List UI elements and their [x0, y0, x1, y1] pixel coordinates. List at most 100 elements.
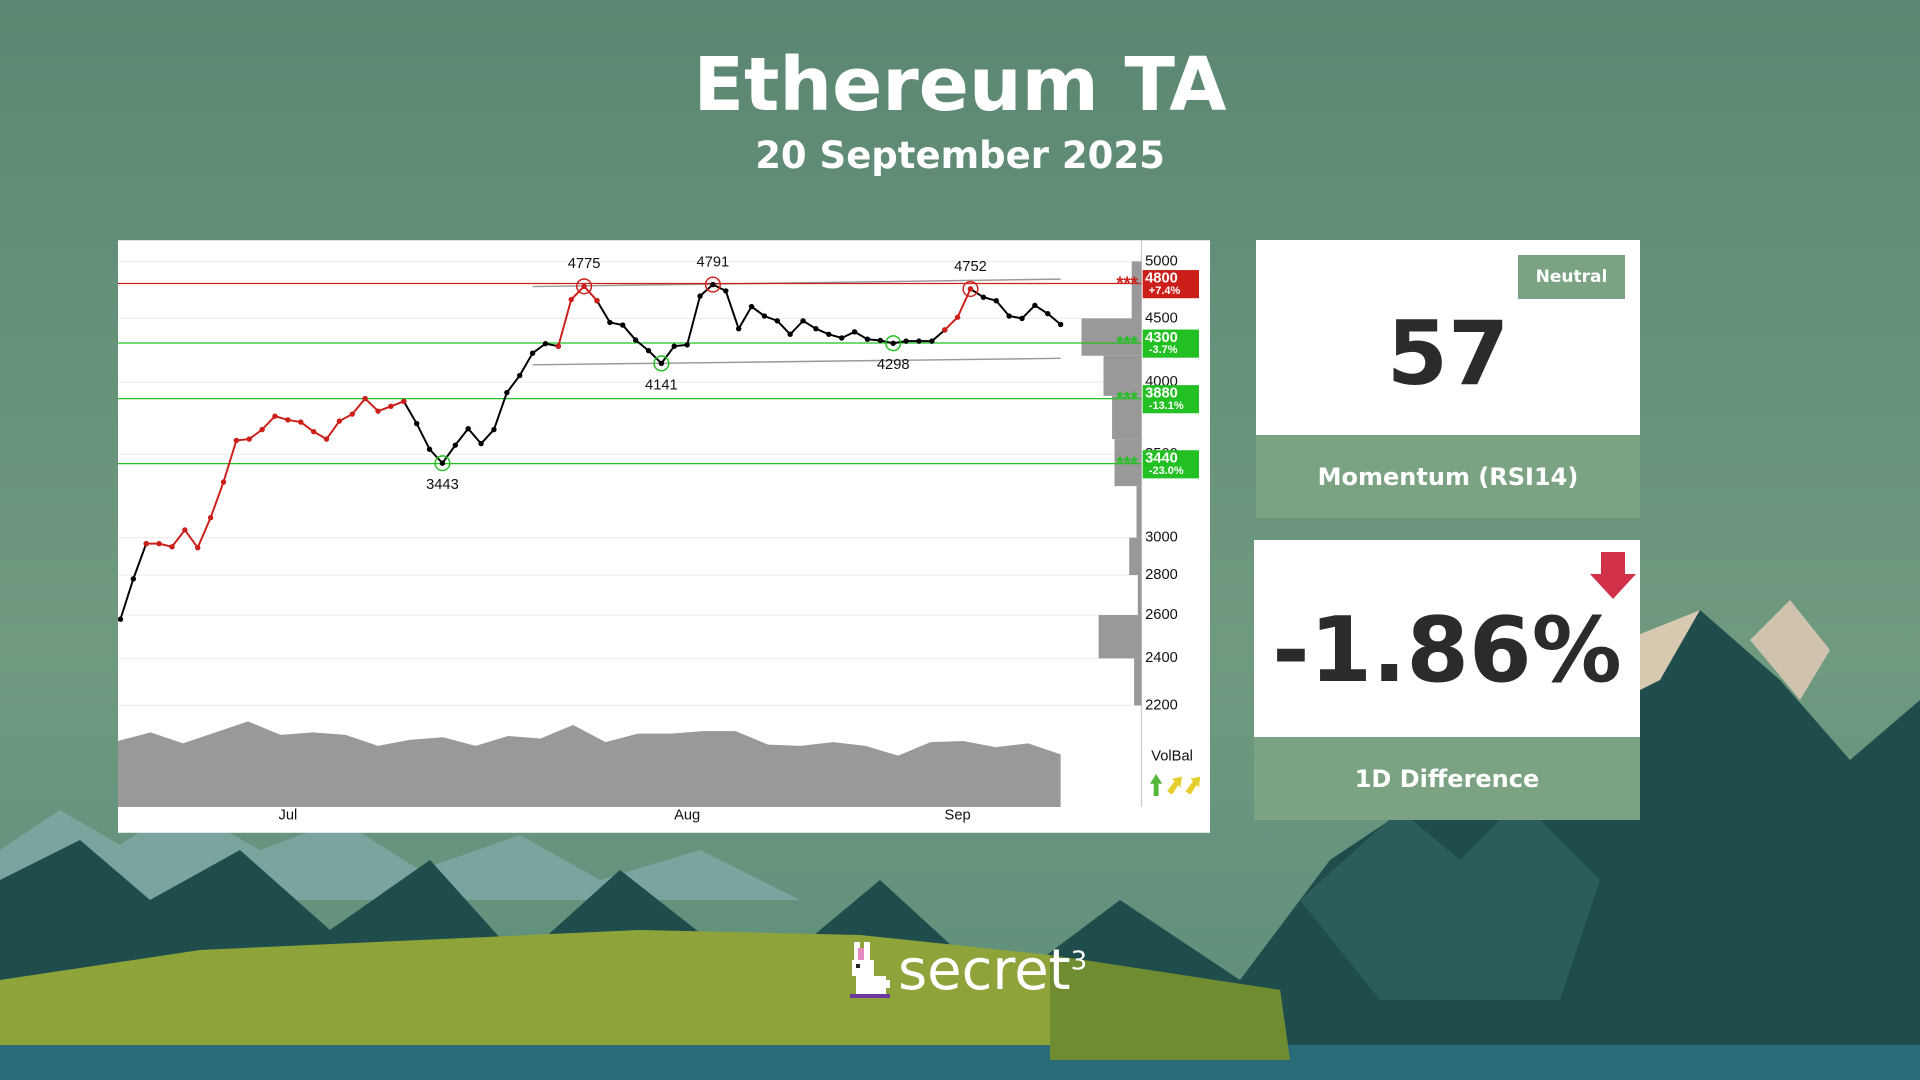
level-change: -23.0%	[1149, 465, 1184, 477]
price-point	[645, 347, 652, 354]
volume-profile-bar	[1129, 537, 1142, 575]
difference-value: -1.86%	[1272, 598, 1622, 703]
price-point	[954, 314, 961, 320]
extreme-marker	[653, 355, 670, 372]
price-point	[310, 428, 317, 435]
price-point	[246, 436, 252, 442]
level-marker: ***	[1116, 388, 1138, 409]
value-label: 4752	[954, 259, 987, 275]
extreme-marker	[962, 280, 979, 298]
price-point	[336, 418, 343, 424]
price-point	[182, 527, 188, 533]
extreme-marker	[704, 276, 721, 293]
x-tick-label: Sep	[945, 807, 971, 823]
price-point	[839, 335, 845, 341]
y-tick-label: 2800	[1145, 567, 1178, 583]
price-point	[413, 420, 420, 427]
price-point	[1057, 321, 1064, 328]
title: Ethereum TA	[693, 42, 1227, 128]
y-tick-label: 4500	[1145, 310, 1178, 326]
volume-profile-bar	[1134, 658, 1142, 706]
price-point	[1032, 302, 1038, 309]
plot-area: 220024002600280030003500400045005000JulA…	[118, 240, 1199, 823]
price-point	[362, 395, 368, 402]
price-point	[1019, 315, 1025, 322]
y-tick-label: 5000	[1145, 253, 1178, 269]
price-point	[774, 318, 780, 324]
volume-profile-bar	[1081, 318, 1142, 356]
badge: Neutral	[1518, 255, 1625, 299]
price-point	[555, 343, 562, 349]
volbal-icons	[1150, 773, 1201, 797]
x-tick-label: Jul	[278, 807, 297, 823]
chart: 220024002600280030003500400045005000JulA…	[118, 240, 1210, 833]
extreme-marker	[576, 278, 593, 295]
price-point	[169, 544, 175, 550]
price-point	[632, 337, 639, 343]
level-marker: ***	[1116, 273, 1138, 294]
price-point	[581, 283, 587, 290]
rsi-value: 57	[1386, 302, 1510, 405]
price-point	[658, 360, 665, 367]
price-point	[697, 293, 703, 299]
trendline	[532, 278, 1061, 288]
level-box	[1142, 450, 1199, 479]
price-point	[143, 540, 149, 547]
price-point	[748, 303, 755, 310]
price-point	[967, 286, 974, 292]
extreme-marker	[885, 335, 902, 352]
value-label: 4775	[568, 256, 601, 272]
price-point	[851, 329, 858, 335]
price-point	[401, 398, 407, 405]
y-tick-label: 2400	[1145, 650, 1178, 666]
price-point	[877, 337, 884, 344]
volbal-label: VolBal	[1151, 749, 1193, 765]
price-point	[529, 350, 536, 356]
price-point	[207, 514, 214, 521]
price-point	[800, 318, 806, 324]
price-point	[1006, 313, 1012, 319]
level-change: -13.1%	[1149, 400, 1184, 412]
price-point	[259, 426, 265, 433]
price-point	[980, 294, 987, 300]
momentum-card: Neutral 57	[1256, 240, 1640, 436]
price-point	[903, 338, 909, 344]
volume-profile-bar	[1136, 486, 1142, 538]
price-point	[916, 338, 922, 344]
logo-name: secret	[898, 938, 1071, 1003]
price-point	[220, 479, 227, 485]
price-point	[452, 442, 459, 448]
price-point	[787, 331, 793, 337]
volume-profile-bar	[1103, 355, 1142, 396]
price-point	[298, 419, 304, 425]
level-box	[1142, 385, 1199, 414]
price-point	[684, 342, 690, 348]
price-point	[864, 336, 871, 342]
price-point	[285, 417, 291, 423]
level-value: 3440	[1145, 451, 1178, 467]
price-point	[993, 297, 999, 304]
difference-card: -1.86%	[1254, 540, 1640, 738]
price-point	[130, 576, 137, 582]
price-point	[118, 616, 124, 622]
price-point	[723, 288, 729, 294]
price-point	[929, 338, 935, 344]
price-point	[890, 340, 896, 346]
volbal-area	[118, 721, 1061, 808]
price-point	[813, 326, 819, 332]
volume-profile-bar	[1112, 395, 1142, 440]
volume-profile-bar	[1131, 261, 1142, 319]
price-point	[671, 343, 677, 349]
logo-icon	[850, 941, 890, 998]
price-point	[349, 411, 355, 417]
price-point	[735, 326, 742, 332]
down-arrow	[1590, 552, 1636, 599]
price-point	[568, 296, 574, 303]
trendline	[532, 357, 1061, 366]
price-point	[761, 313, 768, 319]
level-value: 4800	[1145, 271, 1178, 287]
price-point	[478, 440, 484, 447]
y-tick-label: 2200	[1145, 697, 1178, 713]
price-point	[465, 425, 471, 432]
